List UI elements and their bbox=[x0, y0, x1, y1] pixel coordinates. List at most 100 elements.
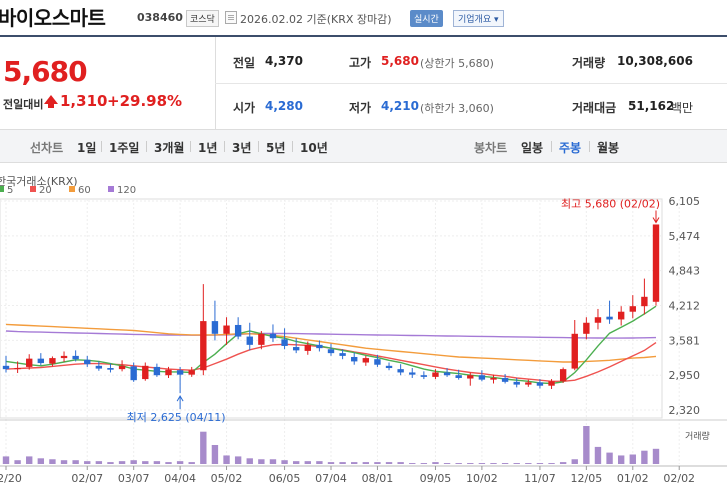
volume-bar bbox=[304, 461, 311, 464]
volume-bar bbox=[571, 459, 578, 464]
tab-separator bbox=[224, 141, 225, 152]
tab-1y[interactable]: 1년 bbox=[198, 141, 218, 155]
volume-bar bbox=[443, 463, 451, 464]
change-value: 1,310 bbox=[60, 92, 108, 110]
candle-body bbox=[548, 381, 555, 386]
candle-body bbox=[37, 358, 45, 364]
y-tick-label: 3,581 bbox=[669, 334, 701, 347]
x-tick-label: 02/07 bbox=[71, 472, 103, 485]
low-arrow-head bbox=[176, 395, 184, 402]
x-tick-label: 07/04 bbox=[315, 472, 347, 485]
candle-body bbox=[617, 311, 625, 320]
document-icon bbox=[225, 11, 237, 24]
tab-1d[interactable]: 1일 bbox=[77, 141, 97, 155]
tab-daily[interactable]: 일봉 bbox=[521, 141, 544, 155]
volume-bar bbox=[583, 426, 590, 464]
chart-annotations: 최고 5,680 (02/02) 최저 2,625 (04/11) bbox=[127, 197, 660, 424]
candle-body bbox=[362, 358, 370, 363]
low-label: 저가 bbox=[349, 101, 372, 115]
volume-bar bbox=[501, 463, 509, 464]
volume-bar bbox=[525, 463, 532, 464]
candle-body bbox=[327, 349, 335, 354]
candle-body bbox=[513, 381, 520, 385]
low-value: 4,210 bbox=[381, 99, 419, 113]
x-tick-label: 12/05 bbox=[571, 472, 603, 485]
candle-body bbox=[153, 366, 161, 376]
candle-body bbox=[95, 365, 103, 369]
tab-5y[interactable]: 5년 bbox=[266, 141, 286, 155]
price-chart: 한국거래소(KRX) 5 20 60 120 6,105 5,474 4,843 4,212… bbox=[0, 175, 727, 485]
tab-monthly[interactable]: 월봉 bbox=[597, 141, 620, 155]
volume-bar bbox=[513, 463, 520, 464]
volume-bar bbox=[84, 461, 91, 464]
candle-body bbox=[583, 322, 590, 334]
lower-limit: (하한가 3,060) bbox=[420, 102, 494, 115]
prev-close-label: 전일 bbox=[233, 56, 256, 70]
candle-body bbox=[49, 358, 56, 364]
x-tick-label: 01/02 bbox=[617, 472, 649, 485]
volume-bar bbox=[223, 455, 230, 464]
amount-label: 거래대금 bbox=[572, 101, 617, 115]
y-tick-label: 4,843 bbox=[669, 265, 701, 278]
candle-body bbox=[501, 377, 509, 382]
candle-body bbox=[188, 370, 195, 375]
y-tick-label: 2,950 bbox=[669, 369, 701, 382]
volume-bar bbox=[258, 459, 265, 464]
company-info-dropdown[interactable]: 기업개요 ▾ bbox=[453, 10, 504, 27]
y-tick-label: 4,212 bbox=[669, 300, 701, 313]
volume-bar bbox=[351, 462, 358, 464]
candle-body bbox=[606, 316, 613, 320]
candle-body bbox=[211, 321, 219, 334]
candle-body bbox=[165, 369, 172, 376]
candle-body bbox=[351, 356, 358, 362]
candle-body bbox=[374, 359, 381, 365]
candle-body bbox=[130, 366, 137, 381]
open-label: 시가 bbox=[233, 101, 256, 115]
tab-separator bbox=[292, 141, 293, 152]
volume-bar bbox=[606, 452, 613, 464]
x-tick-label: 10/02 bbox=[466, 472, 498, 485]
current-price: 5,680 bbox=[3, 55, 88, 88]
tab-weekly[interactable]: 주봉 bbox=[559, 141, 582, 155]
volume-bar bbox=[594, 446, 602, 464]
candle-body bbox=[490, 377, 497, 380]
candle-body bbox=[14, 368, 21, 370]
volume-bar bbox=[548, 463, 555, 464]
tab-3m[interactable]: 3개월 bbox=[154, 141, 185, 155]
volume-bar bbox=[95, 461, 103, 464]
candle-body bbox=[525, 382, 532, 385]
volume-bar bbox=[211, 445, 219, 464]
tab-1w[interactable]: 1주일 bbox=[109, 141, 140, 155]
line-chart-label: 선차트 bbox=[30, 141, 64, 155]
high-arrow-head bbox=[652, 217, 660, 224]
volume-bar bbox=[153, 461, 161, 464]
volume-label: 거래량 bbox=[572, 56, 606, 70]
volume-bar bbox=[652, 448, 660, 464]
tab-separator bbox=[551, 141, 552, 152]
change-percent: +29.98% bbox=[107, 92, 183, 110]
volume-bar bbox=[118, 461, 126, 464]
candle-body bbox=[397, 369, 404, 373]
candle-body bbox=[200, 321, 207, 371]
candle-body bbox=[142, 365, 149, 380]
candle-body bbox=[176, 370, 184, 375]
volume-bar bbox=[37, 458, 45, 464]
info-row-divider bbox=[215, 83, 727, 84]
volume-bar bbox=[165, 462, 172, 464]
volume-bar bbox=[420, 463, 428, 464]
prev-close-value: 4,370 bbox=[265, 54, 303, 68]
volume-value: 10,308,606 bbox=[617, 54, 693, 68]
volume-bar bbox=[72, 460, 79, 464]
volume-bar bbox=[327, 462, 335, 464]
tab-separator bbox=[190, 141, 191, 152]
volume-bar bbox=[490, 463, 497, 464]
volume-bar bbox=[617, 455, 625, 464]
candle-body bbox=[316, 344, 323, 349]
volume-bar bbox=[629, 454, 636, 464]
tab-10y[interactable]: 10년 bbox=[300, 141, 328, 155]
volume-bar bbox=[362, 462, 370, 464]
realtime-button[interactable]: 실시간 bbox=[410, 10, 443, 27]
tab-3y[interactable]: 3년 bbox=[232, 141, 252, 155]
amount-unit: 백만 bbox=[671, 101, 694, 115]
y-tick-label: 2,320 bbox=[669, 404, 701, 417]
